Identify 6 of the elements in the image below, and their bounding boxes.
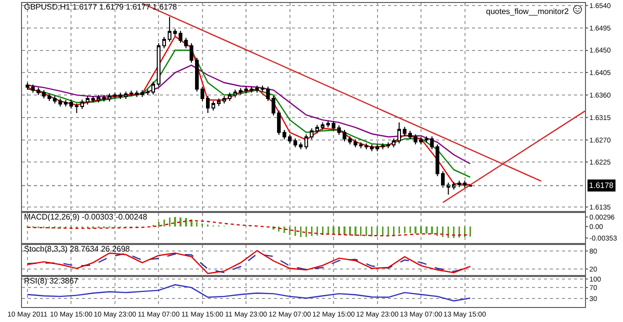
chart-title: MACD(12,26,9) -0.00303 -0.00248	[24, 212, 148, 222]
chart-title: RSI(8) 32.3867	[24, 276, 79, 286]
ref-line-label: 1.6178	[589, 181, 614, 190]
chart-title: Stoch(8,3,3) 28.7634 26.2698	[24, 244, 130, 254]
annotation: quotes_flow__monitor2	[486, 7, 570, 16]
chart-title: GBPUSD,H1 1.6177 1.6179 1.6177 1.6178	[24, 2, 178, 12]
